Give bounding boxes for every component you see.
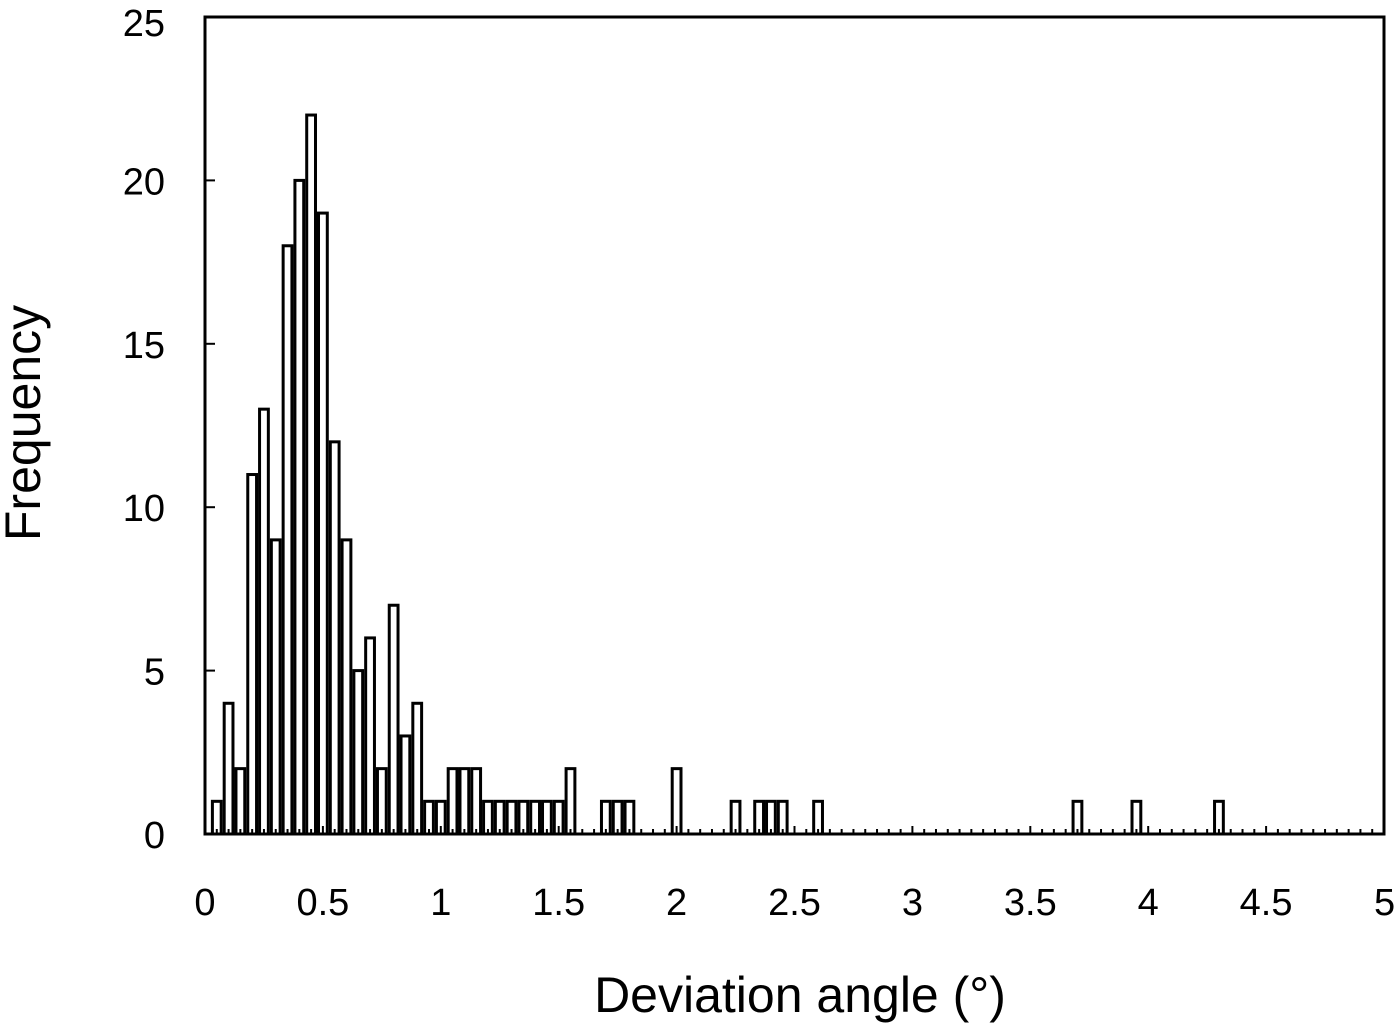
x-tick-label: 4 [1138, 882, 1159, 924]
x-tick-label: 5 [1374, 882, 1395, 924]
y-axis-title: Frequency [0, 305, 51, 541]
histogram-bar [340, 538, 353, 836]
x-axis-title: Deviation angle (°) [594, 967, 1006, 1023]
histogram-bar [387, 603, 400, 836]
histogram-bar [458, 767, 471, 836]
histogram-bar [670, 767, 683, 836]
y-axis: 0 5 10 15 20 25 [123, 3, 215, 857]
x-tick-label: 1.5 [532, 882, 585, 924]
x-tick-label: 4.5 [1240, 882, 1293, 924]
histogram-bar [234, 767, 247, 836]
histogram-bar [328, 440, 341, 836]
histogram-bar [258, 407, 270, 836]
histogram-bar [222, 701, 235, 836]
histogram-bar [364, 636, 376, 836]
histogram-bar [269, 538, 282, 836]
bars-group [210, 113, 1225, 836]
x-tick-label: 1 [430, 882, 451, 924]
y-tick-label: 10 [123, 488, 165, 530]
histogram-bar [399, 734, 412, 836]
histogram-bar [293, 178, 306, 836]
x-tick-label: 2 [666, 882, 687, 924]
x-tick-label: 0.5 [296, 882, 349, 924]
x-tick-label: 2.5 [768, 882, 821, 924]
x-tick-label: 3.5 [1004, 882, 1057, 924]
x-axis: 0 0.5 1 1.5 2 2.5 3 3.5 4 4.5 5 [194, 826, 1395, 924]
histogram-bar [564, 767, 577, 836]
histogram-bar [352, 669, 365, 836]
y-tick-label: 5 [144, 652, 165, 694]
y-tick-label: 0 [144, 815, 165, 857]
y-tick-label: 20 [123, 161, 165, 203]
histogram-bar [246, 473, 259, 836]
y-tick-label: 15 [123, 325, 165, 367]
histogram-bar [446, 767, 459, 836]
plot-frame [203, 15, 1386, 836]
y-tick-label: 25 [123, 3, 165, 45]
x-tick-label: 3 [902, 882, 923, 924]
histogram-bar [281, 244, 294, 836]
histogram-bar [305, 113, 318, 836]
histogram-bar [411, 701, 424, 836]
histogram-bar [375, 767, 388, 836]
x-tick-label: 0 [194, 882, 215, 924]
histogram-bar [470, 767, 483, 836]
histogram-bar [317, 211, 329, 836]
